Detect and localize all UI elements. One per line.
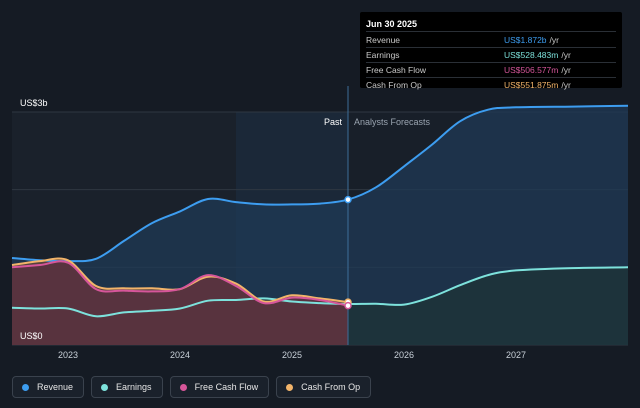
x-tick-label: 2027 bbox=[506, 350, 526, 360]
legend-label: Cash From Op bbox=[301, 382, 361, 392]
free-cash-flow-area bbox=[12, 261, 348, 345]
chart: Past Analysts Forecasts US$3b US$0 2023 2024 2… bbox=[11, 86, 629, 360]
tooltip: Jun 30 2025 Revenue US$1.872b /yr Earnin… bbox=[360, 12, 622, 90]
legend-label: Free Cash Flow bbox=[194, 382, 259, 392]
tooltip-value: US$506.577m bbox=[504, 65, 559, 75]
tooltip-row-revenue: Revenue US$1.872b /yr bbox=[366, 33, 616, 48]
tooltip-unit: /yr bbox=[561, 50, 571, 60]
past-label: Past bbox=[324, 117, 343, 127]
tooltip-value: US$551.875m bbox=[504, 80, 559, 90]
tooltip-row-cash-from-op: Cash From Op US$551.875m /yr bbox=[366, 78, 616, 92]
revenue-marker bbox=[344, 195, 352, 204]
tooltip-label: Earnings bbox=[366, 50, 400, 60]
legend-dot-icon bbox=[22, 383, 29, 391]
x-tick-label: 2023 bbox=[58, 350, 78, 360]
revenue-line bbox=[11, 104, 629, 263]
legend: Revenue Earnings Free Cash Flow Cash Fro… bbox=[12, 376, 372, 398]
tooltip-unit: /yr bbox=[549, 35, 559, 45]
legend-dot-icon bbox=[179, 383, 187, 391]
tooltip-label: Revenue bbox=[366, 35, 401, 45]
forecast-label: Analysts Forecasts bbox=[354, 117, 431, 127]
y-axis-bottom-label: US$0 bbox=[20, 331, 43, 341]
earnings-line bbox=[11, 266, 629, 318]
tooltip-label: Cash From Op bbox=[366, 80, 422, 90]
legend-earnings[interactable]: Earnings bbox=[91, 376, 163, 398]
y-axis-top-label: US$3b bbox=[20, 98, 48, 108]
tooltip-value: US$528.483m bbox=[504, 50, 559, 60]
x-tick-label: 2026 bbox=[394, 350, 414, 360]
legend-label: Revenue bbox=[37, 382, 74, 392]
legend-free-cash-flow[interactable]: Free Cash Flow bbox=[169, 376, 270, 398]
tooltip-unit: /yr bbox=[561, 65, 571, 75]
legend-dot-icon bbox=[286, 383, 294, 391]
tooltip-label: Free Cash Flow bbox=[366, 65, 426, 75]
x-tick-label: 2025 bbox=[282, 350, 302, 360]
legend-dot-icon bbox=[101, 383, 109, 391]
tooltip-row-free-cash-flow: Free Cash Flow US$506.577m /yr bbox=[366, 63, 616, 78]
tooltip-row-earnings: Earnings US$528.483m /yr bbox=[366, 48, 616, 63]
legend-label: Earnings bbox=[116, 382, 152, 392]
tooltip-value: US$1.872b bbox=[504, 35, 547, 45]
tooltip-unit: /yr bbox=[561, 80, 571, 90]
free-cash-flow-marker bbox=[344, 301, 352, 310]
x-tick-label: 2024 bbox=[170, 350, 190, 360]
legend-revenue[interactable]: Revenue bbox=[12, 376, 85, 398]
legend-cash-from-op[interactable]: Cash From Op bbox=[276, 376, 372, 398]
tooltip-date: Jun 30 2025 bbox=[366, 17, 616, 32]
free-cash-flow-line bbox=[11, 260, 349, 307]
